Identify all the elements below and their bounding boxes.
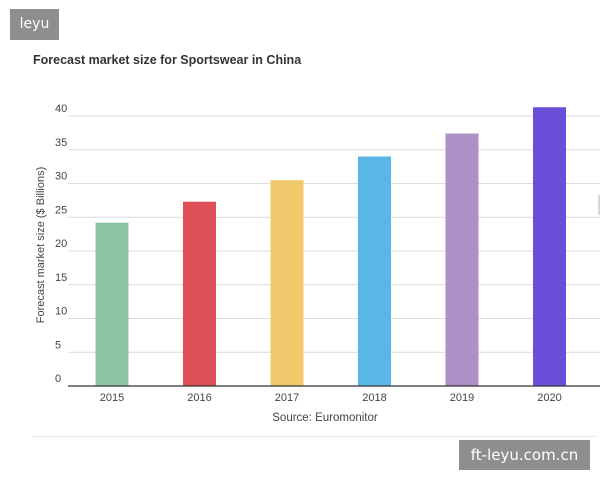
footer-divider (33, 436, 595, 437)
y-tick-label: 15 (55, 272, 67, 284)
gridlines (68, 115, 600, 353)
x-tick-label: 2019 (450, 392, 474, 404)
y-tick-label: 25 (55, 204, 67, 216)
bar-2020 (533, 107, 566, 386)
x-tick-label: 2016 (187, 392, 211, 404)
y-axis-title: Forecast market size ($ Billions) (35, 167, 47, 324)
bar-2015 (95, 222, 129, 386)
y-tick-label: 30 (55, 171, 67, 183)
watermark-bottom-right: ft-leyu.com.cn (459, 440, 590, 470)
bar-2018 (358, 156, 391, 386)
y-tick-label: 0 (55, 373, 61, 385)
bar-2017 (270, 180, 304, 386)
y-axis-ticks: 0 5 10 15 20 25 30 35 40 (55, 103, 67, 385)
bar-2016 (183, 201, 216, 386)
x-tick-label: 2018 (362, 392, 386, 404)
x-axis-ticks: 2015 2016 2017 2018 2019 2020 (100, 392, 562, 404)
chart-title: Forecast market size for Sportswear in C… (33, 53, 302, 67)
bar-2019 (445, 133, 479, 386)
bars (95, 107, 566, 386)
y-tick-label: 40 (55, 103, 67, 115)
y-tick-label: 5 (55, 339, 61, 351)
watermark-top-left: leyu (10, 9, 59, 40)
x-tick-label: 2017 (275, 392, 299, 404)
chart-source: Source: Euromonitor (272, 412, 378, 424)
page-edge-mark (598, 195, 600, 215)
y-tick-label: 10 (55, 306, 67, 318)
x-tick-label: 2020 (537, 392, 561, 404)
y-tick-label: 20 (55, 238, 67, 250)
y-tick-label: 35 (55, 137, 67, 149)
x-tick-label: 2015 (100, 392, 124, 404)
